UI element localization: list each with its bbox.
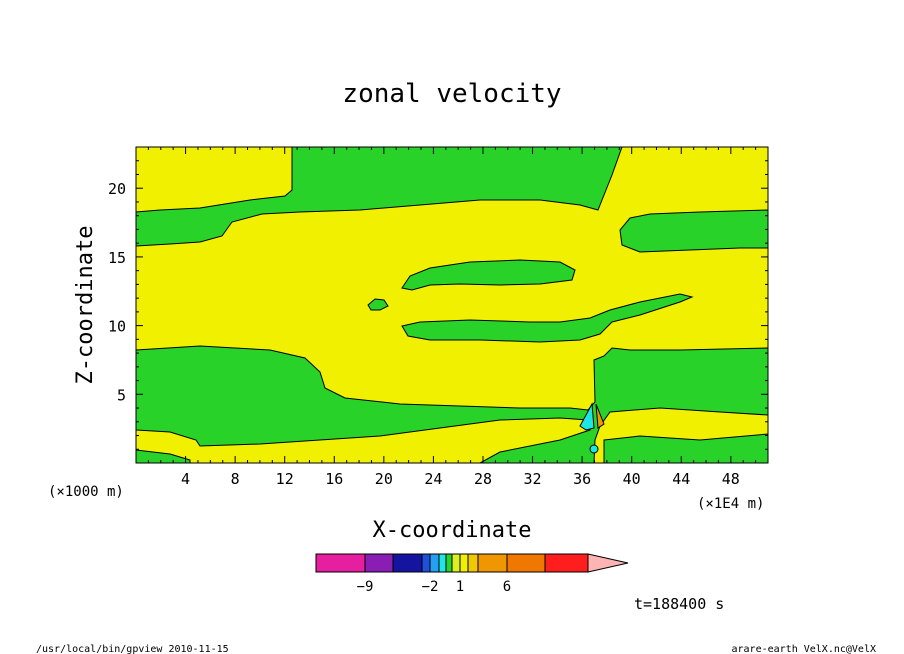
colorbar-tick-label: −9 bbox=[357, 579, 374, 595]
footer-source: arare-earth_VelX.nc@VelX bbox=[732, 644, 877, 654]
x-tick-label: 16 bbox=[325, 470, 343, 488]
contour-region-lower-green bbox=[136, 345, 768, 463]
contour-region-upper-green bbox=[136, 147, 623, 247]
colorbar-segment bbox=[451, 553, 461, 573]
contour-region-bottom-left-green bbox=[136, 449, 191, 463]
contour-feature-cyan bbox=[579, 402, 595, 431]
colorbar-segment bbox=[467, 553, 479, 573]
x-axis: 4 8 12 16 20 24 28 32 36 40 44 48 bbox=[147, 147, 757, 488]
x-axis-units-left: (×1000 m) bbox=[48, 484, 124, 500]
contour-region-center-green bbox=[401, 293, 694, 343]
colorbar-tick-label: 6 bbox=[503, 579, 511, 595]
x-tick-label: 28 bbox=[474, 470, 492, 488]
colorbar-segment bbox=[392, 553, 423, 573]
y-tick-label: 20 bbox=[108, 180, 126, 198]
colorbar-tick-label: −2 bbox=[422, 579, 439, 595]
contour-region-small-green bbox=[367, 298, 389, 311]
colorbar: −9 −2 1 6 bbox=[315, 553, 629, 595]
colorbar-segment bbox=[506, 553, 546, 573]
x-tick-label: 20 bbox=[375, 470, 393, 488]
colorbar-segment bbox=[421, 553, 431, 573]
x-axis-title: X-coordinate bbox=[373, 518, 532, 543]
x-tick-label: 12 bbox=[276, 470, 294, 488]
contour-region-right-green bbox=[619, 209, 768, 253]
colorbar-segment bbox=[429, 553, 440, 573]
contour-region-bottom-right-green bbox=[603, 433, 768, 463]
y-tick-label: 10 bbox=[108, 318, 126, 336]
y-tick-label: 15 bbox=[108, 249, 126, 267]
y-axis-title: Z-coordinate bbox=[73, 226, 98, 385]
colorbar-segment bbox=[315, 553, 366, 573]
x-tick-label: 36 bbox=[573, 470, 591, 488]
x-tick-label: 32 bbox=[524, 470, 542, 488]
contour-region-mid-green bbox=[401, 259, 576, 291]
chart-title: zonal velocity bbox=[342, 79, 561, 109]
plot-area bbox=[136, 147, 768, 463]
colorbar-segment bbox=[544, 553, 589, 573]
time-label: t=188400 s bbox=[634, 595, 724, 613]
x-tick-label: 40 bbox=[623, 470, 641, 488]
x-tick-label: 48 bbox=[722, 470, 740, 488]
y-tick-label: 5 bbox=[117, 386, 126, 404]
colorbar-tick-label: 1 bbox=[456, 579, 464, 595]
x-tick-label: 44 bbox=[672, 470, 690, 488]
x-tick-label: 8 bbox=[231, 470, 240, 488]
contour-feature-small-circle bbox=[589, 444, 599, 454]
colorbar-segment bbox=[477, 553, 508, 573]
plot-frame bbox=[135, 146, 769, 464]
x-tick-label: 24 bbox=[424, 470, 442, 488]
colorbar-extend-arrow bbox=[587, 553, 629, 573]
y-axis: 5 10 15 20 bbox=[108, 160, 768, 450]
x-axis-units-right: (×1E4 m) bbox=[697, 496, 764, 512]
x-tick-label: 4 bbox=[181, 470, 190, 488]
footer-command: /usr/local/bin/gpview 2010-11-15 bbox=[36, 644, 229, 654]
colorbar-segment bbox=[364, 553, 394, 573]
colorbar-segment bbox=[438, 553, 447, 573]
colorbar-segment bbox=[459, 553, 469, 573]
colorbar-segment bbox=[445, 553, 453, 573]
contour-feature-orange bbox=[595, 403, 605, 429]
